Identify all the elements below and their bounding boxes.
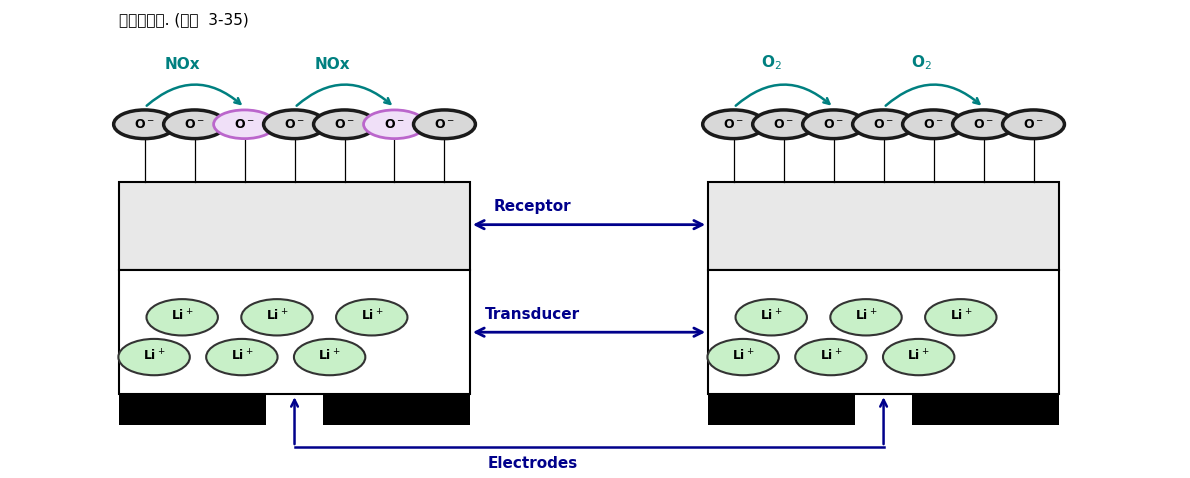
Bar [119, 394, 267, 425]
Ellipse shape [852, 110, 914, 139]
Ellipse shape [206, 339, 277, 375]
Ellipse shape [114, 110, 176, 139]
Ellipse shape [795, 339, 866, 375]
Ellipse shape [902, 110, 964, 139]
Ellipse shape [242, 299, 313, 336]
Text: O$^-$: O$^-$ [973, 118, 994, 131]
Text: Transducer: Transducer [486, 307, 580, 322]
Text: Li$^+$: Li$^+$ [854, 309, 877, 324]
Ellipse shape [336, 299, 407, 336]
Text: Receptor: Receptor [494, 199, 571, 214]
Text: O$^-$: O$^-$ [284, 118, 305, 131]
Bar [708, 394, 856, 425]
Text: O$^-$: O$^-$ [334, 118, 355, 131]
Ellipse shape [214, 110, 276, 139]
Ellipse shape [702, 110, 764, 139]
Bar [912, 394, 1059, 425]
Text: O$^-$: O$^-$ [923, 118, 944, 131]
Ellipse shape [831, 299, 902, 336]
Ellipse shape [364, 110, 426, 139]
Bar [708, 182, 1059, 270]
Ellipse shape [294, 339, 365, 375]
Ellipse shape [953, 110, 1014, 139]
Text: O$^-$: O$^-$ [234, 118, 255, 131]
Ellipse shape [264, 110, 326, 139]
Text: O$^-$: O$^-$ [873, 118, 894, 131]
Text: Li$^+$: Li$^+$ [908, 348, 929, 364]
Ellipse shape [707, 339, 779, 375]
Text: O$^-$: O$^-$ [823, 118, 844, 131]
Text: Li$^+$: Li$^+$ [950, 309, 972, 324]
Bar [708, 182, 1059, 270]
Bar [119, 182, 470, 270]
Text: O$_2$: O$_2$ [762, 53, 782, 72]
Ellipse shape [752, 110, 815, 139]
Text: NOx: NOx [165, 57, 200, 72]
Text: O$_2$: O$_2$ [912, 53, 932, 72]
Bar [322, 394, 470, 425]
Text: O$^-$: O$^-$ [134, 118, 155, 131]
Ellipse shape [414, 110, 476, 139]
Text: Li$^+$: Li$^+$ [171, 309, 194, 324]
Text: Li$^+$: Li$^+$ [361, 309, 383, 324]
Bar [119, 270, 470, 394]
Text: Li$^+$: Li$^+$ [760, 309, 783, 324]
Text: Li$^+$: Li$^+$ [265, 309, 288, 324]
Ellipse shape [883, 339, 954, 375]
Ellipse shape [735, 299, 807, 336]
Text: O$^-$: O$^-$ [434, 118, 455, 131]
Bar [119, 182, 470, 270]
Text: Electrodes: Electrodes [488, 456, 577, 470]
Ellipse shape [164, 110, 226, 139]
Text: NOx: NOx [315, 57, 350, 72]
Text: O$^-$: O$^-$ [184, 118, 205, 131]
Text: Li$^+$: Li$^+$ [732, 348, 754, 364]
Text: O$^-$: O$^-$ [724, 118, 744, 131]
Text: Li$^+$: Li$^+$ [143, 348, 165, 364]
Text: O$^-$: O$^-$ [1023, 118, 1044, 131]
Text: Li$^+$: Li$^+$ [231, 348, 253, 364]
Text: O$^-$: O$^-$ [774, 118, 794, 131]
Text: O$^-$: O$^-$ [384, 118, 405, 131]
Ellipse shape [146, 299, 218, 336]
Ellipse shape [1002, 110, 1064, 139]
Bar [708, 270, 1059, 394]
Ellipse shape [314, 110, 376, 139]
Ellipse shape [925, 299, 996, 336]
Text: Li$^+$: Li$^+$ [319, 348, 340, 364]
Text: Li$^+$: Li$^+$ [820, 348, 843, 364]
Ellipse shape [802, 110, 864, 139]
Text: 측되어진다. (그림  3-35): 측되어진다. (그림 3-35) [119, 12, 249, 27]
Ellipse shape [119, 339, 190, 375]
